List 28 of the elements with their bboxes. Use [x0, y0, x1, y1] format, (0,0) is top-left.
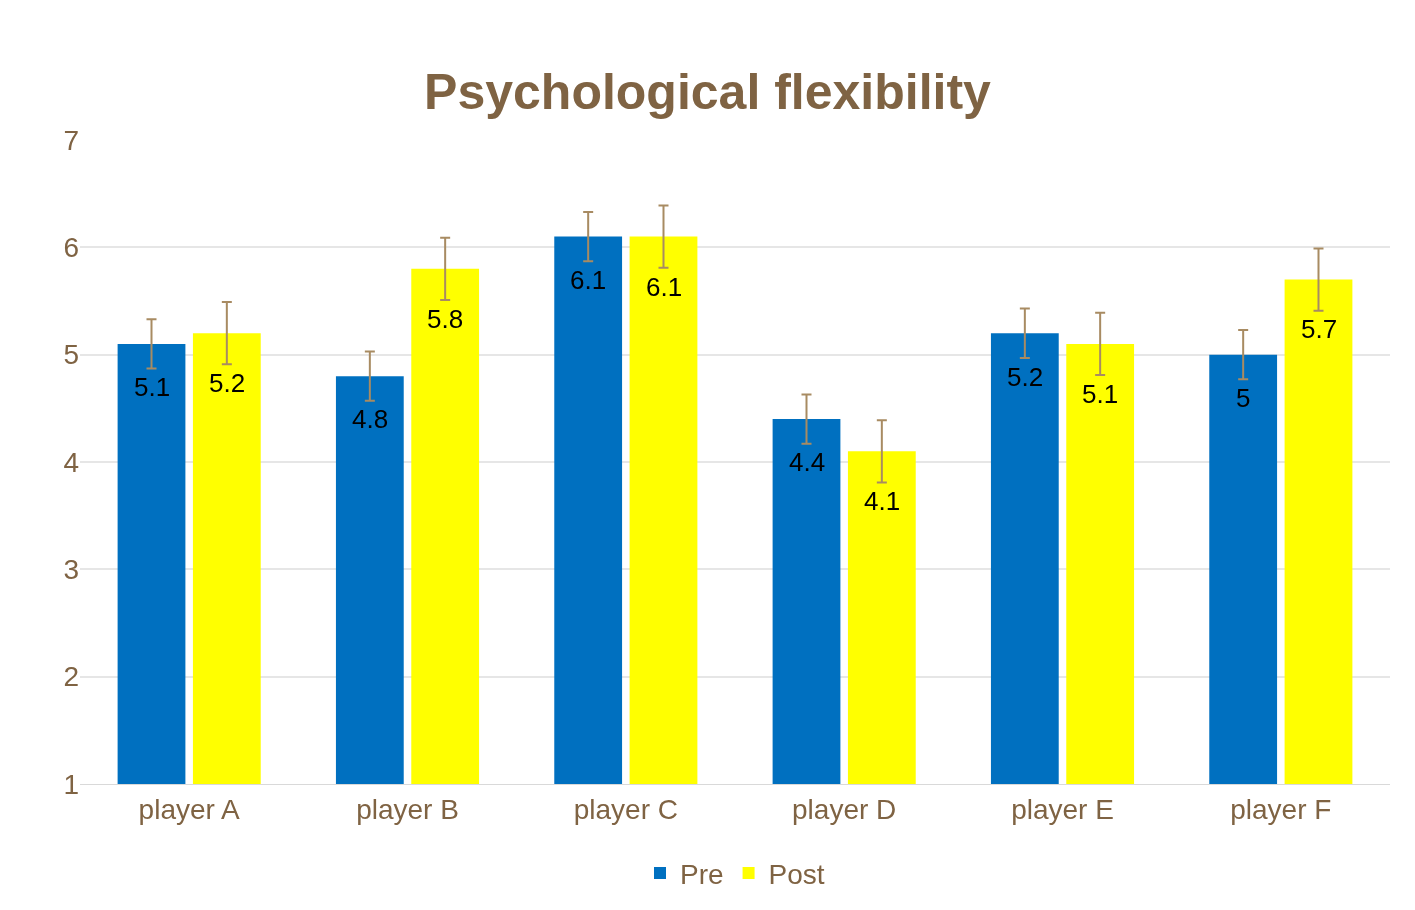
data-label: 5.2: [209, 368, 246, 398]
data-label: 4.8: [352, 404, 389, 434]
y-tick-label: 5: [63, 339, 79, 371]
x-tick-label: player A: [138, 793, 241, 825]
data-label: 5.8: [427, 304, 464, 334]
data-label: 5.7: [1301, 314, 1338, 344]
y-tick-label: 7: [63, 124, 79, 156]
data-label: 4.1: [864, 486, 901, 516]
data-label: 5.1: [1082, 379, 1119, 409]
legend-label: Pre: [680, 859, 724, 891]
x-tick-label: player C: [573, 793, 678, 825]
y-tick-label: 1: [63, 768, 79, 800]
data-label: 5.1: [134, 372, 171, 402]
chart-title: Psychological flexibility: [424, 63, 992, 120]
x-tick-label: player E: [1011, 793, 1114, 825]
x-tick-label: player B: [356, 793, 459, 825]
x-tick-label: player F: [1230, 793, 1332, 825]
data-label: 5: [1236, 383, 1251, 413]
y-tick-label: 3: [63, 554, 79, 586]
data-label: 4.4: [789, 447, 826, 477]
x-tick-label: player D: [792, 793, 897, 825]
data-label: 6.1: [570, 265, 607, 295]
y-tick-label: 2: [63, 661, 79, 693]
y-tick-label: 6: [63, 232, 79, 264]
legend-label: Post: [768, 859, 825, 891]
data-label: 6.1: [646, 272, 683, 302]
y-tick-label: 4: [63, 446, 79, 478]
data-label: 5.2: [1007, 362, 1044, 392]
